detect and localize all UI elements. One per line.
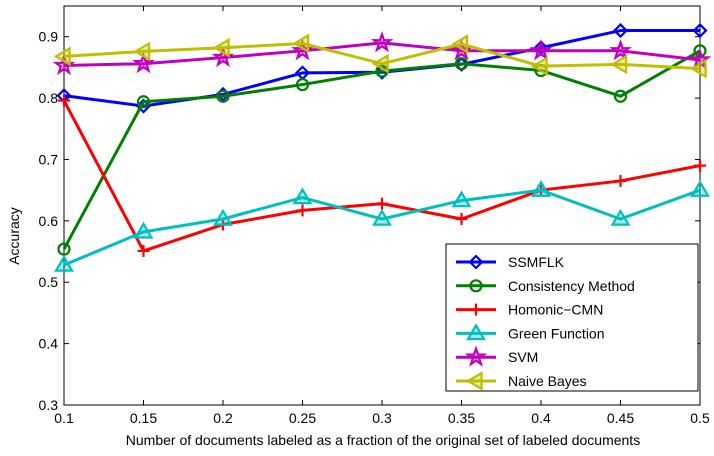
series-consistency-method [57,44,707,256]
x-tick-label: 0.2 [213,410,233,426]
x-tick-label: 0.4 [531,410,551,426]
data-point [292,33,310,54]
data-point [693,44,707,58]
data-point [614,174,627,187]
data-point [455,213,468,226]
data-point [132,51,155,74]
y-tick-label: 0.3 [39,397,59,413]
y-axis-label: Accuracy [6,207,22,265]
legend-item: Homonic−CMN [456,302,603,318]
legend-label: Green Function [508,325,605,341]
x-tick-label: 0.15 [130,410,157,426]
legend-item: Naive Bayes [456,371,587,391]
x-tick-label: 0.3 [372,410,392,426]
series-green-function [54,179,710,272]
data-point [531,179,551,197]
data-point [212,37,230,58]
data-point [689,58,707,79]
series-line [62,49,701,250]
x-tick-label: 0.25 [289,410,316,426]
series-naive-bayes [53,33,707,79]
x-axis-label: Number of documents labeled as a fractio… [126,432,640,448]
x-tick-label: 0.45 [607,410,634,426]
data-point [58,94,70,107]
data-point [613,89,628,103]
data-point [690,179,710,197]
data-point [53,46,71,67]
data-point [451,34,469,54]
data-point [213,208,233,226]
legend-label: Naive Bayes [508,373,587,389]
data-point [372,208,392,226]
data-point [610,208,631,226]
legend-label: Consistency Method [508,278,635,294]
series-line [63,188,701,267]
data-point [451,190,472,208]
data-point [133,41,151,62]
x-tick-label: 0.35 [448,410,475,426]
x-tick-label: 0.5 [690,410,710,426]
y-tick-label: 0.9 [39,29,59,45]
legend-item: Green Function [456,323,605,341]
legend-swatch-marker [468,254,484,270]
data-point [454,57,469,71]
legend-swatch-marker [466,323,486,341]
data-point [612,22,629,39]
data-point [136,95,151,109]
data-point [370,30,394,53]
legend-item: SSMFLK [456,254,565,270]
legend: SSMFLK Consistency Method Homonic−CMN Green… [445,243,699,392]
legend-box [445,243,699,392]
series-line [63,41,701,68]
y-tick-label: 0.6 [39,213,59,229]
x-tick-label: 0.1 [54,410,74,426]
data-point [609,38,632,61]
legend-swatch-marker [470,303,482,316]
data-point [694,159,706,172]
data-point [57,242,71,256]
legend-label: SVM [508,349,538,365]
data-point [292,187,313,205]
data-point [530,56,548,77]
data-point [529,38,553,61]
legend-swatch-marker [465,371,483,391]
series-line [63,41,701,71]
data-point [54,254,74,272]
data-point [376,197,388,210]
y-tick-label: 0.4 [39,336,59,352]
legend-label: Homonic−CMN [508,302,603,318]
data-point [216,89,230,103]
data-point [692,22,708,39]
y-tick-label: 0.5 [39,274,59,290]
legend-swatch-marker [469,279,483,293]
data-point [296,204,309,217]
data-point [137,244,150,257]
data-point [133,221,154,239]
data-point [610,54,628,75]
data-point [453,56,470,72]
legend-item: Consistency Method [456,278,635,294]
y-tick-label: 0.8 [39,90,59,106]
y-tick-label: 0.7 [39,151,59,167]
legend-item: SVM [456,345,538,367]
legend-label: SSMFLK [508,254,565,270]
legend-swatch-marker [464,345,488,367]
data-point [295,77,310,92]
data-point [371,53,389,74]
